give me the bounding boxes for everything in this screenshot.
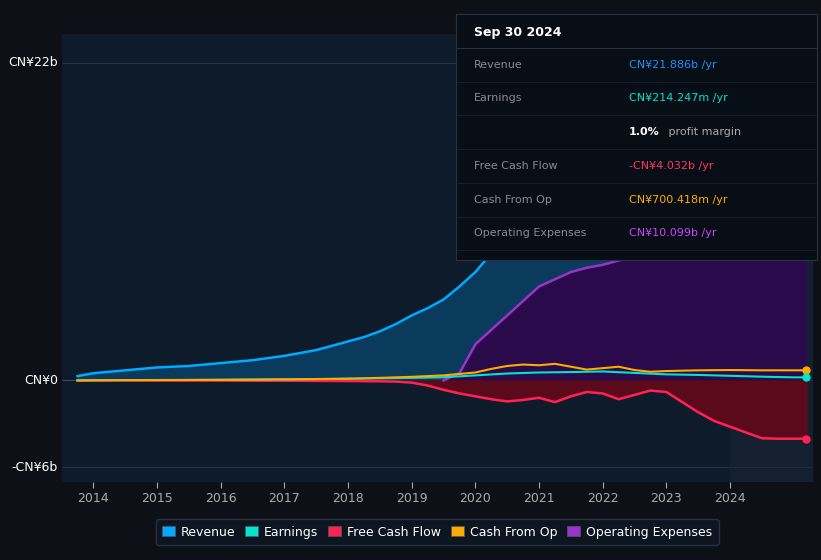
Text: CN¥700.418m /yr: CN¥700.418m /yr xyxy=(629,195,727,204)
Text: Cash From Op: Cash From Op xyxy=(474,195,552,204)
Text: -CN¥4.032b /yr: -CN¥4.032b /yr xyxy=(629,161,713,171)
Text: CN¥214.247m /yr: CN¥214.247m /yr xyxy=(629,94,727,104)
Text: CN¥10.099b /yr: CN¥10.099b /yr xyxy=(629,228,717,239)
Text: CN¥0: CN¥0 xyxy=(24,374,57,387)
Text: Operating Expenses: Operating Expenses xyxy=(474,228,586,239)
Bar xyxy=(730,34,813,482)
Text: 1.0%: 1.0% xyxy=(629,127,660,137)
Text: -CN¥6b: -CN¥6b xyxy=(11,461,57,474)
Text: Free Cash Flow: Free Cash Flow xyxy=(474,161,557,171)
Legend: Revenue, Earnings, Free Cash Flow, Cash From Op, Operating Expenses: Revenue, Earnings, Free Cash Flow, Cash … xyxy=(156,519,718,545)
Text: Earnings: Earnings xyxy=(474,94,522,104)
Text: Sep 30 2024: Sep 30 2024 xyxy=(474,26,562,39)
Text: Revenue: Revenue xyxy=(474,59,522,69)
Text: profit margin: profit margin xyxy=(665,127,741,137)
Text: CN¥22b: CN¥22b xyxy=(8,56,57,69)
Text: CN¥21.886b /yr: CN¥21.886b /yr xyxy=(629,59,717,69)
